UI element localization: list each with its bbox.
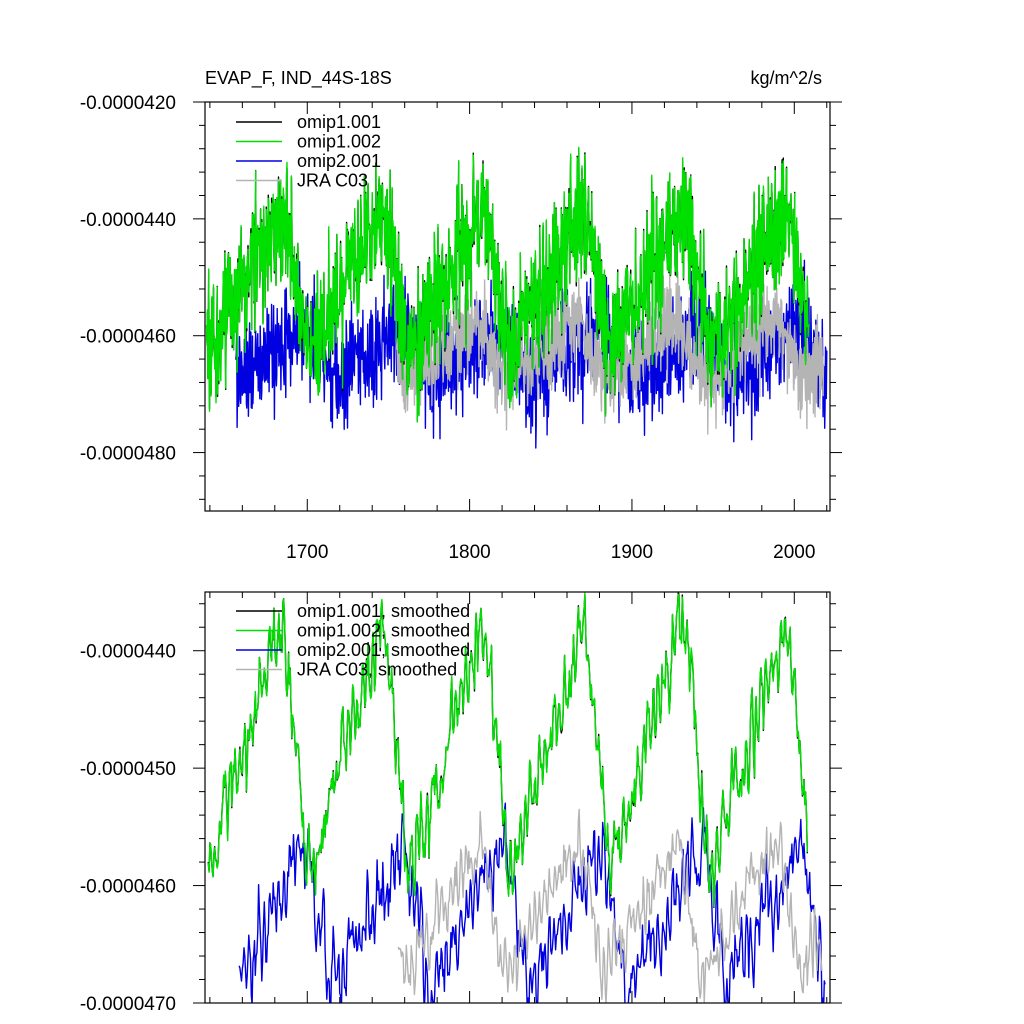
series-line-omip1-002-smoothed — [207, 592, 808, 907]
evap-raw-ticks — [193, 101, 842, 511]
x-tick-label: 1900 — [611, 542, 653, 563]
evap-smoothed-ticks — [193, 592, 842, 1004]
y-tick-label: -0.0000460 — [80, 877, 176, 898]
evap-raw-panel: -0.0000420 -0.0000440 -0.0000460 -0.0000480… — [80, 68, 842, 563]
legend-label-omip1-002: omip1.002 — [297, 132, 381, 152]
legend-label-omip1-002-smoothed: omip1.002, smoothed — [297, 621, 470, 641]
y-tick-label: -0.0000480 — [80, 444, 176, 465]
legend-label-jra-c03: JRA C03 — [297, 171, 368, 191]
series-line-omip1-002 — [205, 146, 810, 423]
legend-label-jra-c03-smoothed: JRA C03, smoothed — [297, 660, 457, 680]
y-tick-label: -0.0000470 — [80, 994, 176, 1015]
evap-raw-plot-frame — [204, 101, 831, 512]
x-tick-label: 1800 — [448, 542, 490, 563]
y-tick-label: -0.0000450 — [80, 759, 176, 780]
evap-raw-x-axis-labels: 1700 1800 1900 2000 — [286, 542, 815, 563]
series-line-omip2-001-smoothed — [238, 802, 826, 1003]
legend-label-omip1-001: omip1.001 — [297, 112, 381, 132]
y-tick-label: -0.0000420 — [80, 93, 176, 114]
y-tick-label: -0.0000440 — [80, 210, 176, 231]
evap-raw-lines — [205, 146, 828, 449]
y-tick-label: -0.0000440 — [80, 642, 176, 663]
legend-label-omip1-001-smoothed: omip1.001, smoothed — [297, 601, 470, 621]
evap-smoothed-lines — [207, 592, 826, 1003]
evap-smoothed-panel: -0.0000440 -0.0000450 -0.0000460 -0.0000470… — [80, 591, 842, 1015]
x-tick-label: 1700 — [286, 542, 328, 563]
legend-label-omip2-001-smoothed: omip2.001, smoothed — [297, 640, 470, 660]
legend-label-omip2-001: omip2.001 — [297, 151, 381, 171]
units-label: kg/m^2/s — [751, 68, 822, 88]
evap-raw-y-axis-labels: -0.0000420 -0.0000440 -0.0000460 -0.0000480 — [80, 93, 176, 465]
x-tick-label: 2000 — [773, 542, 815, 563]
series-line-jra-c03-smoothed — [397, 808, 823, 1003]
y-tick-label: -0.0000460 — [80, 327, 176, 348]
evap-smoothed-plot-frame — [204, 591, 831, 1004]
chart-title: EVAP_F, IND_44S-18S — [205, 68, 392, 89]
evap-smoothed-y-axis-labels: -0.0000440 -0.0000450 -0.0000460 -0.0000470 — [80, 642, 176, 1015]
